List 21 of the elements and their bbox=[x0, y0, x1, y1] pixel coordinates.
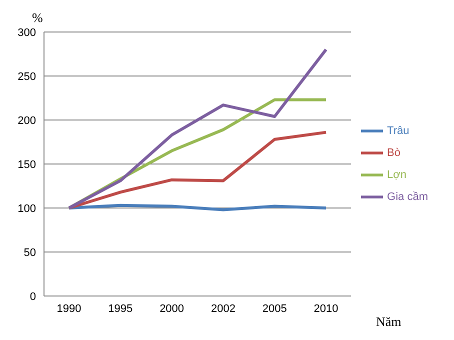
line-series bbox=[68, 48, 328, 210]
x-tick-label: 2010 bbox=[314, 302, 338, 315]
y-tick-label: 250 bbox=[18, 70, 36, 83]
line-series bbox=[68, 130, 328, 210]
y-tick-label: 100 bbox=[18, 202, 36, 215]
y-tick-label: 150 bbox=[18, 158, 36, 171]
x-tick-label: 2000 bbox=[160, 302, 184, 315]
x-axis-title: Năm bbox=[376, 314, 402, 330]
y-tick-label: 300 bbox=[18, 26, 36, 39]
legend-label: Bò bbox=[387, 146, 400, 159]
y-tick-label: 200 bbox=[18, 114, 36, 127]
x-tick-label: 2002 bbox=[210, 302, 236, 315]
x-tick-label: 1990 bbox=[56, 302, 82, 315]
y-axis-title: % bbox=[32, 10, 43, 26]
x-tick-label: 1995 bbox=[108, 302, 133, 315]
y-tick-label: 50 bbox=[24, 246, 36, 259]
legend-label: Lợn bbox=[387, 168, 406, 181]
legend-label: Gia cầm bbox=[387, 190, 428, 203]
y-tick-label: 0 bbox=[30, 290, 36, 303]
legend-label: Trâu bbox=[387, 124, 410, 137]
x-tick-label: 2005 bbox=[262, 302, 287, 315]
